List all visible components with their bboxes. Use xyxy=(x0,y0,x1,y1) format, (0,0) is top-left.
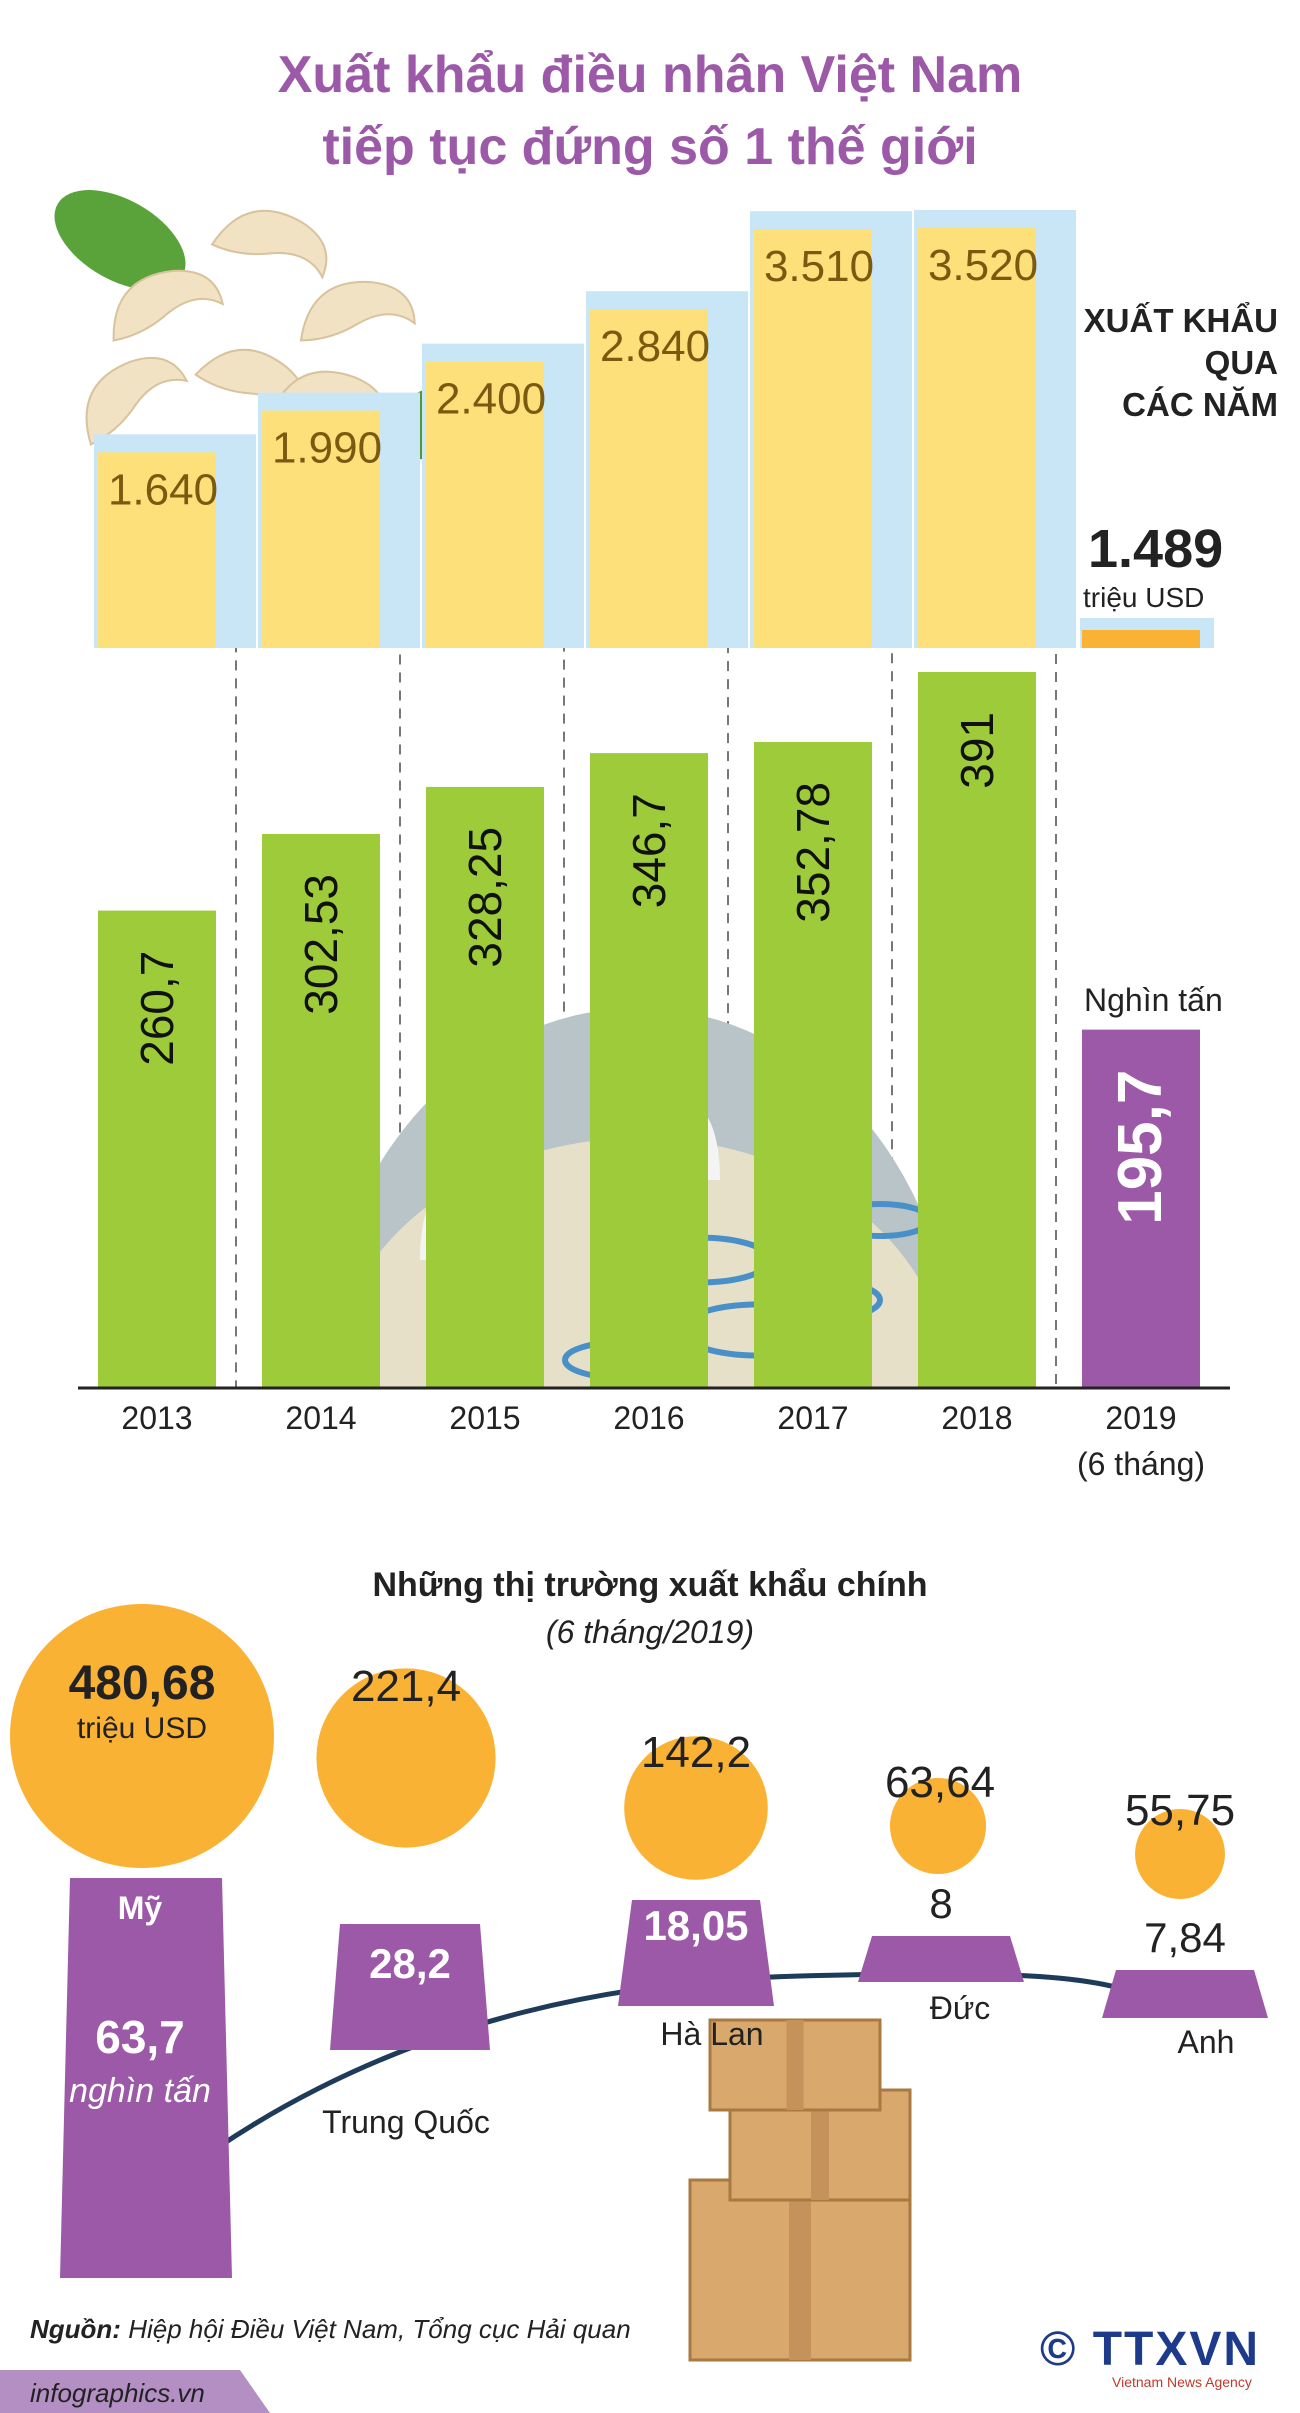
market-value-circle xyxy=(316,1668,496,1848)
volume-bar xyxy=(1082,1029,1200,1388)
market-volume-trapezoid xyxy=(1102,1970,1268,2018)
cashew-nut-icon xyxy=(210,209,328,280)
volume-data-label: 328,25 xyxy=(459,827,511,968)
value-data-label: 2.400 xyxy=(436,375,546,424)
market-volume-label-my: 63,7 xyxy=(95,2011,185,2063)
market-value-circle xyxy=(10,1604,274,1868)
market-value-label-my: 480,68 xyxy=(68,1657,216,1710)
volume-data-label: 260,7 xyxy=(131,951,183,1066)
volume-bar xyxy=(754,741,872,1388)
value-unit-label: triệu USD xyxy=(1083,582,1205,613)
market-value-circle xyxy=(1135,1809,1225,1899)
page-title-line1: Xuất khẩu điều nhân Việt Nam xyxy=(277,46,1023,104)
volume-data-label: 391 xyxy=(951,712,1003,789)
year-tick-label: 2015 xyxy=(449,1400,521,1436)
value-bar xyxy=(590,309,708,648)
market-value-unit: triệu USD xyxy=(76,1712,208,1745)
volume-data-label: 302,53 xyxy=(295,874,347,1015)
volume-bars: 260,7 302,53 328,25 346,7 352,78 391 195,7 xyxy=(78,672,1230,1390)
year-tick-label: 2019 xyxy=(1105,1400,1177,1436)
box-tape xyxy=(811,2090,829,2200)
market-name: Trung Quốc xyxy=(322,2104,490,2140)
volume-bar xyxy=(918,672,1036,1388)
year-tick-label: 2014 xyxy=(285,1400,357,1436)
market-value-label: 63,64 xyxy=(884,1758,996,1807)
market-value-circle xyxy=(889,1777,987,1875)
value-data-label: 3.510 xyxy=(764,242,874,291)
value-bar xyxy=(918,228,1036,648)
volume-bar xyxy=(98,910,216,1388)
market-value-label: 221,4 xyxy=(350,1662,462,1711)
market-volume-unit-my: nghìn tấn xyxy=(69,2072,211,2110)
cashew-nut-icon xyxy=(299,280,416,342)
year-tick-label: 2018 xyxy=(941,1400,1013,1436)
year-tick-label: 2017 xyxy=(777,1400,849,1436)
market-layer xyxy=(0,1604,1268,2413)
cashew-nut-icon xyxy=(85,356,189,446)
market-value-circle xyxy=(624,1736,768,1880)
page-title-line2: tiếp tục đứng số 1 thế giới xyxy=(322,118,978,176)
side-label: XUẤT KHẨU QUA CÁC NĂM xyxy=(1038,300,1278,426)
box-tape xyxy=(789,2180,811,2360)
side-label-line: QUA xyxy=(1204,344,1278,381)
market-volume-label: 18,05 xyxy=(643,1902,749,1949)
market-name: Anh xyxy=(1177,2024,1235,2060)
volume-bar xyxy=(590,753,708,1388)
year-tick-sublabel: (6 tháng) xyxy=(1076,1446,1206,1482)
market-name: Đức xyxy=(929,1990,991,2026)
market-volume-label: 8 xyxy=(929,1880,953,1927)
agency-logo: © TTXVN xyxy=(1040,2323,1261,2376)
value-bar xyxy=(262,410,380,648)
value-bar xyxy=(426,361,544,648)
market-subtitle: (6 tháng/2019) xyxy=(545,1614,755,1650)
source-label: Nguồn: xyxy=(30,2314,121,2344)
agency-logo-sub: Vietnam News Agency xyxy=(1112,2374,1252,2390)
market-volume-label: 28,2 xyxy=(369,1940,451,1987)
side-label-line: CÁC NĂM xyxy=(1122,386,1278,423)
value-bar xyxy=(754,229,872,648)
value-bars: 1.640 1.990 2.400 2.840 3.510 3.520 xyxy=(94,210,1214,648)
source-note: Nguồn: Hiệp hội Điều Việt Nam, Tổng cục … xyxy=(30,2314,631,2345)
market-title: Những thị trường xuất khẩu chính xyxy=(372,1566,928,1604)
value-bar xyxy=(1082,630,1200,648)
side-label-line: XUẤT KHẨU xyxy=(1083,302,1278,339)
value-data-label: 3.520 xyxy=(928,241,1038,290)
year-tick-label: 2016 xyxy=(613,1400,685,1436)
volume-bar xyxy=(426,786,544,1388)
value-data-label: 2.840 xyxy=(600,322,710,371)
cashew-nut-icon xyxy=(112,269,225,342)
value-label-2019: 1.489 xyxy=(1088,519,1224,579)
market-value-label: 142,2 xyxy=(640,1728,752,1777)
market-volume-trapezoid xyxy=(60,1878,232,2278)
leaf-icon xyxy=(54,190,186,290)
market-name: Hà Lan xyxy=(660,2016,764,2052)
volume-unit-label: Nghìn tấn xyxy=(1084,982,1223,1018)
source-text: Hiệp hội Điều Việt Nam, Tổng cục Hải qua… xyxy=(120,2314,631,2344)
market-volume-trapezoid xyxy=(858,1936,1024,1982)
volume-bar xyxy=(262,834,380,1388)
footer-site: infographics.vn xyxy=(30,2378,205,2408)
market-name-my: Mỹ xyxy=(117,1890,163,1926)
market-value-label: 55,75 xyxy=(1124,1786,1236,1835)
value-data-label: 1.990 xyxy=(272,424,382,473)
market-volume-trapezoid xyxy=(618,1900,774,2006)
volume-data-label: 346,7 xyxy=(623,793,675,908)
year-tick-label: 2013 xyxy=(121,1400,193,1436)
volume-data-label: 195,7 xyxy=(1106,1070,1175,1225)
footer-strip xyxy=(0,2370,270,2413)
value-bar xyxy=(98,452,216,648)
value-data-label: 1.640 xyxy=(108,465,218,514)
box-tape xyxy=(786,2020,804,2110)
market-volume-label: 7,84 xyxy=(1144,1914,1226,1961)
market-volume-trapezoid xyxy=(330,1924,490,2050)
volume-data-label: 352,78 xyxy=(787,782,839,923)
